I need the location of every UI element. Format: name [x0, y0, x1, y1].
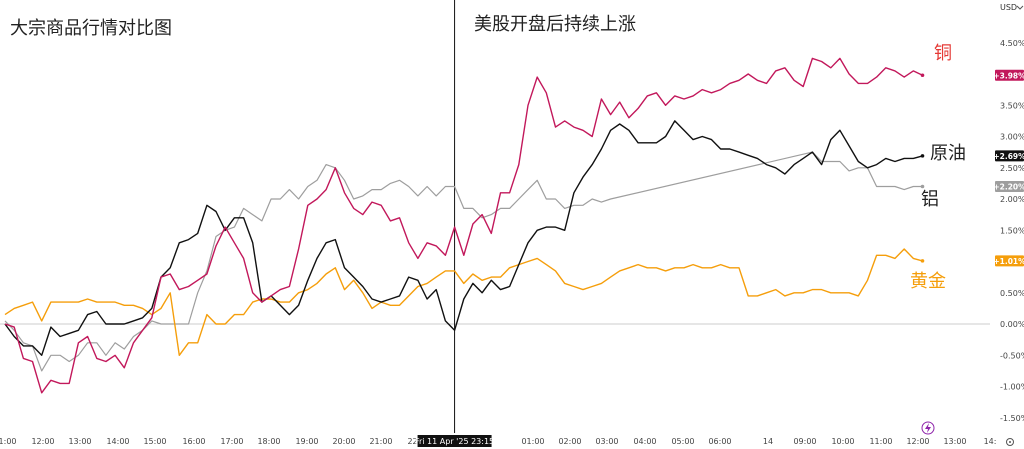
- currency-label: USD: [1000, 3, 1017, 12]
- x-tick-label: 11:00: [869, 437, 892, 446]
- x-tick-label: 20:00: [332, 437, 355, 446]
- chart-title-left: 大宗商品行情对比图: [10, 18, 172, 39]
- series-label-gold: 黄金: [910, 271, 946, 292]
- chevron-down-icon[interactable]: [1016, 5, 1024, 10]
- series-label-oil: 原油: [930, 143, 966, 164]
- series-label-copper: 铜: [934, 43, 952, 64]
- y-tick-label: -1.00%: [1000, 383, 1024, 392]
- value-badge-text-oil: +2.69%: [993, 152, 1024, 161]
- x-tick-label: 18:00: [257, 437, 280, 446]
- x-tick-label: 19:00: [295, 437, 318, 446]
- x-tick-label: 10:00: [831, 437, 854, 446]
- y-tick-label: 1.50%: [1000, 226, 1024, 235]
- series-end-point-gold: [920, 259, 925, 263]
- series-line-gold[interactable]: [4, 248, 923, 356]
- crosshair-time-badge: [417, 435, 492, 447]
- x-tick-label: 02:00: [558, 437, 581, 446]
- value-badge-text-gold: +1.01%: [993, 257, 1024, 266]
- x-tick-label: 03:00: [595, 437, 618, 446]
- series-line-copper[interactable]: [4, 57, 923, 394]
- x-tick-label: 21:00: [369, 437, 392, 446]
- series-end-point-copper: [920, 73, 925, 78]
- x-tick-label: 11:00: [0, 437, 17, 446]
- y-tick-label: 2.50%: [1000, 164, 1024, 173]
- x-tick-label: 14:: [984, 437, 997, 446]
- x-tick-label: 17:00: [220, 437, 243, 446]
- lightning-icon[interactable]: [921, 421, 935, 435]
- y-tick-label: 3.50%: [1000, 101, 1024, 110]
- value-badge-text-aluminum: +2.20%: [993, 183, 1024, 192]
- crosshair-time-label: Fri 11 Apr '25 23:15: [415, 437, 494, 446]
- series-label-aluminum: 铝: [921, 189, 939, 210]
- y-tick-label: 4.50%: [1000, 39, 1024, 48]
- x-tick-label: 05:00: [671, 437, 694, 446]
- chart-title-right: 美股开盘后持续上涨: [474, 14, 636, 35]
- x-tick-label: 14:00: [106, 437, 129, 446]
- x-tick-label: 01:00: [521, 437, 544, 446]
- y-tick-label: 2.00%: [1000, 195, 1024, 204]
- x-tick-label: 16:00: [182, 437, 205, 446]
- value-badge-oil: [995, 150, 1024, 162]
- value-badge-text-copper: +3.98%: [993, 71, 1024, 80]
- x-tick-label: 12:00: [906, 437, 929, 446]
- y-tick-label: 3.00%: [1000, 133, 1024, 142]
- value-badge-gold: [995, 255, 1024, 267]
- x-tick-label: 13:00: [68, 437, 91, 446]
- y-tick-label: 0.00%: [1000, 320, 1024, 329]
- series-end-point-oil: [920, 154, 925, 158]
- x-tick-label: 09:00: [793, 437, 816, 446]
- x-tick-label: 06:00: [708, 437, 731, 446]
- value-badge-copper: [995, 69, 1024, 81]
- series-line-aluminum[interactable]: [4, 151, 923, 372]
- x-tick-label: 13:00: [943, 437, 966, 446]
- series-end-point-aluminum: [920, 184, 925, 189]
- refresh-icon[interactable]: [1006, 438, 1014, 446]
- x-tick-label: 14: [763, 437, 773, 446]
- x-tick-label: 04:00: [633, 437, 656, 446]
- x-tick-label: 15:00: [143, 437, 166, 446]
- y-tick-label: -1.50%: [1000, 414, 1024, 423]
- y-tick-label: -0.50%: [1000, 351, 1024, 360]
- y-tick-label: 0.50%: [1000, 289, 1024, 298]
- value-badge-aluminum: [995, 181, 1024, 192]
- x-tick-label: 12:00: [31, 437, 54, 446]
